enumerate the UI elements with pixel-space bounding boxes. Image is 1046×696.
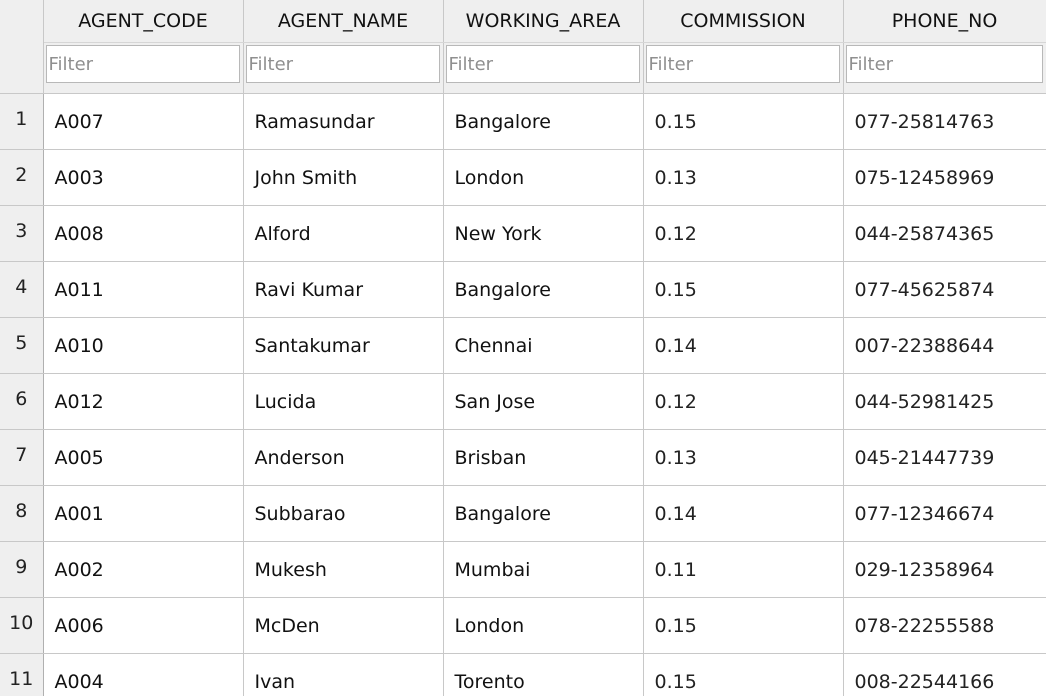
cell-commission[interactable]: 0.13 [643, 149, 844, 206]
cell-phone-no[interactable]: 077-25814763 [843, 93, 1046, 150]
row-number[interactable]: 6 [0, 373, 44, 430]
table-row[interactable]: 11 A004 Ivan Torento 0.15 008-22544166 [0, 653, 1046, 696]
row-number[interactable]: 3 [0, 205, 44, 262]
column-header-commission[interactable]: COMMISSION [643, 0, 844, 43]
cell-agent-code[interactable]: A005 [43, 429, 244, 486]
cell-working-area[interactable]: Bangalore [443, 93, 644, 150]
cell-agent-code[interactable]: A001 [43, 485, 244, 542]
cell-working-area[interactable]: Torento [443, 653, 644, 696]
table-row[interactable]: 2 A003 John Smith London 0.13 075-12458969 [0, 149, 1046, 206]
cell-working-area[interactable]: London [443, 149, 644, 206]
cell-agent-name[interactable]: Alford [243, 205, 444, 262]
row-number[interactable]: 4 [0, 261, 44, 318]
header-row: AGENT_CODE AGENT_NAME WORKING_AREA COMMI… [0, 0, 1046, 43]
column-header-working-area[interactable]: WORKING_AREA [443, 0, 644, 43]
cell-commission[interactable]: 0.15 [643, 93, 844, 150]
table-body: 1 A007 Ramasundar Bangalore 0.15 077-25814763… [0, 93, 1046, 696]
row-number[interactable]: 10 [0, 597, 44, 654]
row-number[interactable]: 1 [0, 93, 44, 150]
cell-commission[interactable]: 0.12 [643, 205, 844, 262]
row-number[interactable]: 8 [0, 485, 44, 542]
cell-working-area[interactable]: Bangalore [443, 485, 644, 542]
cell-commission[interactable]: 0.15 [643, 597, 844, 654]
filter-cell [843, 42, 1046, 94]
cell-agent-name[interactable]: Ravi Kumar [243, 261, 444, 318]
filter-cell [243, 42, 444, 94]
cell-phone-no[interactable]: 007-22388644 [843, 317, 1046, 374]
cell-working-area[interactable]: Brisban [443, 429, 644, 486]
row-number[interactable]: 5 [0, 317, 44, 374]
cell-agent-name[interactable]: Subbarao [243, 485, 444, 542]
row-number[interactable]: 11 [0, 653, 44, 696]
cell-agent-name[interactable]: Ramasundar [243, 93, 444, 150]
cell-agent-name[interactable]: John Smith [243, 149, 444, 206]
table-row[interactable]: 3 A008 Alford New York 0.12 044-25874365 [0, 205, 1046, 262]
cell-agent-name[interactable]: Mukesh [243, 541, 444, 598]
filter-input-agent-name[interactable] [245, 45, 440, 83]
filter-input-commission[interactable] [645, 45, 840, 83]
table-row[interactable]: 5 A010 Santakumar Chennai 0.14 007-22388644 [0, 317, 1046, 374]
filter-input-working-area[interactable] [445, 45, 640, 83]
row-number[interactable]: 2 [0, 149, 44, 206]
table-row[interactable]: 7 A005 Anderson Brisban 0.13 045-21447739 [0, 429, 1046, 486]
table-row[interactable]: 9 A002 Mukesh Mumbai 0.11 029-12358964 [0, 541, 1046, 598]
cell-agent-code[interactable]: A008 [43, 205, 244, 262]
corner-cell [0, 0, 44, 43]
cell-agent-code[interactable]: A004 [43, 653, 244, 696]
cell-agent-code[interactable]: A010 [43, 317, 244, 374]
table-row[interactable]: 6 A012 Lucida San Jose 0.12 044-52981425 [0, 373, 1046, 430]
cell-agent-name[interactable]: Ivan [243, 653, 444, 696]
cell-phone-no[interactable]: 044-52981425 [843, 373, 1046, 430]
cell-agent-name[interactable]: Lucida [243, 373, 444, 430]
table-row[interactable]: 1 A007 Ramasundar Bangalore 0.15 077-25814763 [0, 93, 1046, 150]
cell-working-area[interactable]: Mumbai [443, 541, 644, 598]
cell-phone-no[interactable]: 044-25874365 [843, 205, 1046, 262]
column-header-agent-code[interactable]: AGENT_CODE [43, 0, 244, 43]
filter-cell [643, 42, 844, 94]
cell-agent-code[interactable]: A006 [43, 597, 244, 654]
cell-agent-name[interactable]: McDen [243, 597, 444, 654]
cell-agent-code[interactable]: A007 [43, 93, 244, 150]
filter-input-agent-code[interactable] [45, 45, 240, 83]
cell-working-area[interactable]: San Jose [443, 373, 644, 430]
cell-phone-no[interactable]: 077-12346674 [843, 485, 1046, 542]
row-number[interactable]: 9 [0, 541, 44, 598]
cell-agent-code[interactable]: A003 [43, 149, 244, 206]
table-row[interactable]: 8 A001 Subbarao Bangalore 0.14 077-12346674 [0, 485, 1046, 542]
cell-commission[interactable]: 0.15 [643, 261, 844, 318]
table-row[interactable]: 10 A006 McDen London 0.15 078-22255588 [0, 597, 1046, 654]
cell-working-area[interactable]: Chennai [443, 317, 644, 374]
cell-commission[interactable]: 0.14 [643, 485, 844, 542]
table-row[interactable]: 4 A011 Ravi Kumar Bangalore 0.15 077-45625874 [0, 261, 1046, 318]
cell-working-area[interactable]: London [443, 597, 644, 654]
cell-commission[interactable]: 0.13 [643, 429, 844, 486]
filter-input-phone-no[interactable] [845, 45, 1043, 83]
cell-agent-name[interactable]: Santakumar [243, 317, 444, 374]
cell-agent-code[interactable]: A002 [43, 541, 244, 598]
cell-phone-no[interactable]: 045-21447739 [843, 429, 1046, 486]
cell-agent-name[interactable]: Anderson [243, 429, 444, 486]
cell-phone-no[interactable]: 008-22544166 [843, 653, 1046, 696]
cell-agent-code[interactable]: A011 [43, 261, 244, 318]
cell-commission[interactable]: 0.15 [643, 653, 844, 696]
cell-phone-no[interactable]: 029-12358964 [843, 541, 1046, 598]
cell-working-area[interactable]: New York [443, 205, 644, 262]
cell-working-area[interactable]: Bangalore [443, 261, 644, 318]
row-number[interactable]: 7 [0, 429, 44, 486]
filter-cell [43, 42, 244, 94]
cell-phone-no[interactable]: 077-45625874 [843, 261, 1046, 318]
filter-corner-cell [0, 42, 44, 94]
column-header-phone-no[interactable]: PHONE_NO [843, 0, 1046, 43]
cell-commission[interactable]: 0.11 [643, 541, 844, 598]
cell-phone-no[interactable]: 075-12458969 [843, 149, 1046, 206]
filter-row [0, 42, 1046, 94]
filter-cell [443, 42, 644, 94]
cell-commission[interactable]: 0.12 [643, 373, 844, 430]
cell-phone-no[interactable]: 078-22255588 [843, 597, 1046, 654]
column-header-agent-name[interactable]: AGENT_NAME [243, 0, 444, 43]
cell-agent-code[interactable]: A012 [43, 373, 244, 430]
cell-commission[interactable]: 0.14 [643, 317, 844, 374]
